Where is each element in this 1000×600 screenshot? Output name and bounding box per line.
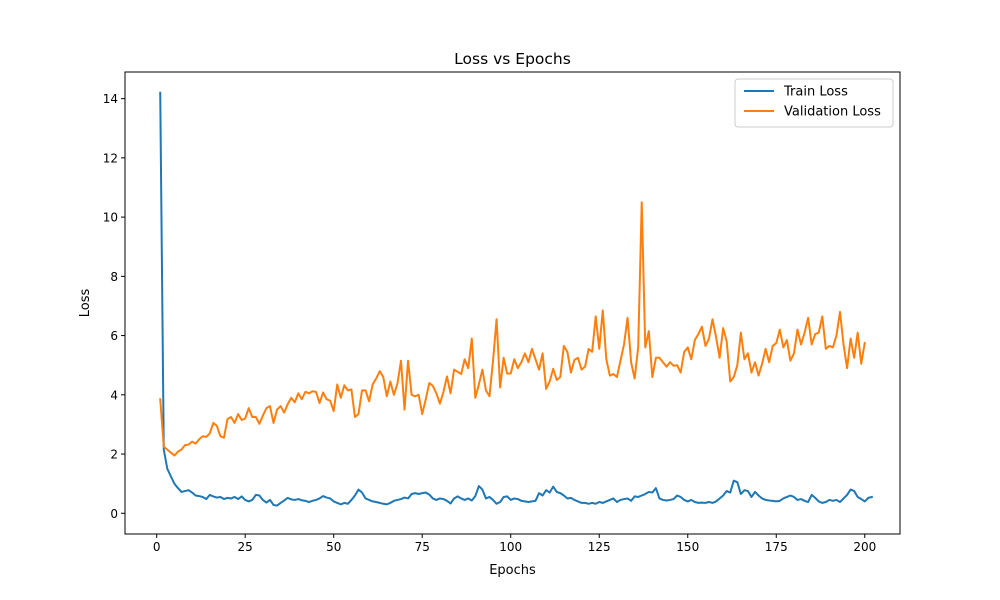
y-tick-label: 4 [110,388,118,402]
x-tick-label: 150 [676,540,699,554]
series-line-train-loss [159,91,874,507]
x-tick-label: 75 [415,540,430,554]
x-axis-label: Epochs [489,563,536,578]
plot-frame [124,71,901,535]
y-tick-label: 0 [110,507,118,521]
legend-label-train-loss: Train Loss [783,85,848,100]
y-tick-label: 14 [103,92,118,106]
y-axis-label: Loss [78,289,93,318]
series-layer [159,91,874,507]
x-axis-ticks: 0 25 50 75 100 125 150 175 200 [153,534,876,554]
y-tick-label: 8 [110,270,118,284]
x-tick-label: 25 [238,540,253,554]
y-tick-label: 10 [103,211,118,225]
legend: Train Loss Validation Loss [734,78,894,128]
x-tick-label: 125 [588,540,611,554]
x-tick-label: 200 [853,540,876,554]
y-tick-label: 12 [103,151,118,165]
y-tick-label: 2 [110,448,118,462]
legend-frame [734,78,894,128]
x-tick-label: 0 [153,540,161,554]
x-tick-label: 50 [326,540,341,554]
chart-title: Loss vs Epochs [454,50,571,68]
series-line-validation-loss [159,201,866,457]
y-tick-label: 6 [110,329,118,343]
x-tick-label: 175 [765,540,788,554]
y-axis-ticks: 0 2 4 6 8 10 12 14 [103,92,125,521]
x-tick-label: 100 [499,540,522,554]
legend-label-validation-loss: Validation Loss [784,105,881,120]
